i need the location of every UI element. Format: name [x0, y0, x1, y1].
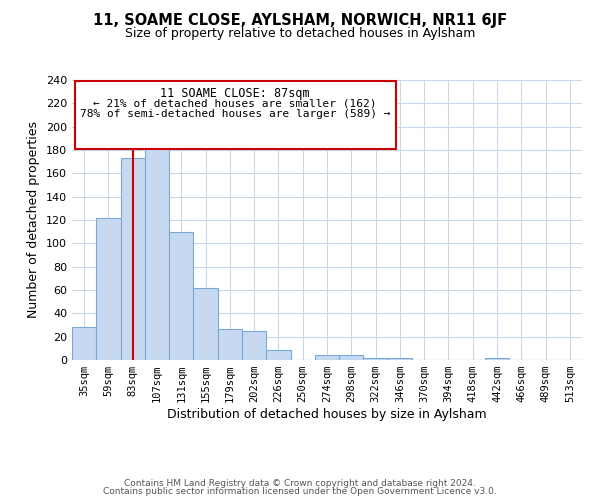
Bar [193, 288, 218, 360]
Text: 11 SOAME CLOSE: 87sqm: 11 SOAME CLOSE: 87sqm [160, 87, 310, 100]
Bar [145, 130, 169, 360]
Bar [218, 328, 242, 360]
Text: 78% of semi-detached houses are larger (589) →: 78% of semi-detached houses are larger (… [80, 110, 391, 120]
Bar [121, 158, 145, 360]
Bar [315, 356, 339, 360]
Bar [242, 331, 266, 360]
Text: 11, SOAME CLOSE, AYLSHAM, NORWICH, NR11 6JF: 11, SOAME CLOSE, AYLSHAM, NORWICH, NR11 … [93, 12, 507, 28]
Text: Contains HM Land Registry data © Crown copyright and database right 2024.: Contains HM Land Registry data © Crown c… [124, 478, 476, 488]
Bar [96, 218, 121, 360]
Text: ← 21% of detached houses are smaller (162): ← 21% of detached houses are smaller (16… [94, 98, 377, 108]
Bar [169, 232, 193, 360]
X-axis label: Distribution of detached houses by size in Aylsham: Distribution of detached houses by size … [167, 408, 487, 421]
Bar [364, 358, 388, 360]
Bar [485, 358, 509, 360]
Y-axis label: Number of detached properties: Number of detached properties [28, 122, 40, 318]
Bar [339, 356, 364, 360]
Bar [72, 328, 96, 360]
Text: Contains public sector information licensed under the Open Government Licence v3: Contains public sector information licen… [103, 487, 497, 496]
FancyBboxPatch shape [74, 82, 396, 148]
Bar [266, 350, 290, 360]
Text: Size of property relative to detached houses in Aylsham: Size of property relative to detached ho… [125, 28, 475, 40]
Bar [388, 358, 412, 360]
